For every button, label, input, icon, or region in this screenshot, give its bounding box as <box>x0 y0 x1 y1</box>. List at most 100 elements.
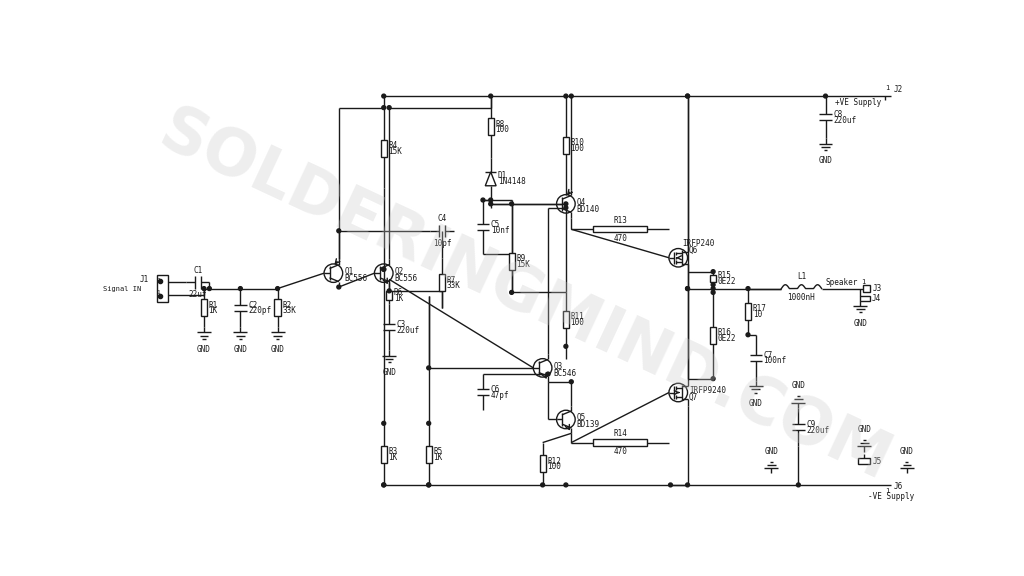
Text: R8: R8 <box>496 120 505 128</box>
Text: R10: R10 <box>570 138 585 147</box>
Circle shape <box>481 198 485 202</box>
Circle shape <box>208 287 211 290</box>
Text: 1: 1 <box>157 290 161 295</box>
Circle shape <box>427 483 431 487</box>
Text: J4: J4 <box>872 294 882 303</box>
Text: Signal IN: Signal IN <box>103 286 141 291</box>
Text: R12: R12 <box>547 457 561 465</box>
Circle shape <box>382 483 386 487</box>
Text: 1K: 1K <box>388 453 397 462</box>
Text: 47pf: 47pf <box>490 391 509 400</box>
Text: J3: J3 <box>872 284 882 293</box>
Bar <box>563 311 569 328</box>
Text: R7: R7 <box>446 275 456 285</box>
Bar <box>381 446 387 463</box>
Text: R5: R5 <box>433 447 442 456</box>
Circle shape <box>712 377 715 381</box>
Circle shape <box>427 422 431 425</box>
Circle shape <box>564 206 568 210</box>
Circle shape <box>202 287 206 290</box>
Circle shape <box>712 283 715 287</box>
Circle shape <box>387 289 391 293</box>
Text: 100: 100 <box>496 126 509 134</box>
Text: 10: 10 <box>753 310 762 319</box>
Circle shape <box>712 287 715 290</box>
Bar <box>274 300 281 316</box>
Text: 1K: 1K <box>394 294 403 303</box>
Circle shape <box>823 94 827 98</box>
Text: C4: C4 <box>437 214 446 223</box>
Text: SOLDERINGMIND.COM: SOLDERINGMIND.COM <box>150 99 900 493</box>
Text: 33K: 33K <box>283 306 296 316</box>
Text: 1K: 1K <box>209 306 218 316</box>
Text: 470: 470 <box>613 234 627 243</box>
Text: GND: GND <box>764 446 778 456</box>
Text: BC556: BC556 <box>344 274 368 283</box>
Bar <box>563 137 569 154</box>
Text: L1: L1 <box>797 272 806 281</box>
Text: 15K: 15K <box>388 147 402 156</box>
Text: Q5: Q5 <box>577 414 586 422</box>
Circle shape <box>337 285 341 289</box>
Circle shape <box>382 267 386 271</box>
Text: 100: 100 <box>570 144 585 153</box>
Circle shape <box>746 287 750 290</box>
Text: GND: GND <box>857 425 871 434</box>
Circle shape <box>427 366 431 370</box>
Bar <box>593 439 647 446</box>
Bar <box>710 327 716 344</box>
Text: 2: 2 <box>157 278 161 283</box>
Text: J6: J6 <box>894 482 903 491</box>
Text: 1K: 1K <box>433 453 442 462</box>
Text: R17: R17 <box>753 305 767 313</box>
Text: Q4: Q4 <box>577 198 586 207</box>
Text: J2: J2 <box>894 85 903 94</box>
Text: 15K: 15K <box>516 260 530 269</box>
Text: +VE Supply: +VE Supply <box>835 98 881 107</box>
Text: -VE Supply: -VE Supply <box>868 492 914 501</box>
Text: C8: C8 <box>834 110 843 119</box>
Text: GND: GND <box>233 345 248 354</box>
Bar <box>509 253 515 270</box>
Circle shape <box>569 94 573 98</box>
Text: R13: R13 <box>613 215 627 225</box>
Circle shape <box>275 287 280 290</box>
Circle shape <box>488 198 493 202</box>
Text: C9: C9 <box>806 420 815 429</box>
Text: BD140: BD140 <box>577 204 600 214</box>
Text: 100nf: 100nf <box>764 357 786 365</box>
Text: R11: R11 <box>570 312 585 321</box>
Text: R3: R3 <box>388 447 397 456</box>
Text: 220uf: 220uf <box>397 325 420 335</box>
Text: C7: C7 <box>764 351 773 359</box>
Text: GND: GND <box>900 446 913 456</box>
Text: R1: R1 <box>209 301 218 310</box>
Bar <box>426 446 432 463</box>
Circle shape <box>510 290 514 294</box>
Circle shape <box>564 202 568 206</box>
Circle shape <box>712 270 715 274</box>
Bar <box>438 274 445 291</box>
Text: 1: 1 <box>885 85 890 92</box>
Bar <box>858 458 870 464</box>
Text: 33K: 33K <box>446 281 461 290</box>
Text: 0E22: 0E22 <box>718 276 736 286</box>
Text: Q7: Q7 <box>689 393 698 403</box>
Text: 1: 1 <box>885 488 890 494</box>
Text: BD139: BD139 <box>577 420 600 429</box>
Circle shape <box>797 483 801 487</box>
Circle shape <box>686 94 689 98</box>
Text: Q6: Q6 <box>689 245 698 255</box>
Bar <box>386 291 392 300</box>
Bar <box>710 275 716 282</box>
Text: 1000nH: 1000nH <box>787 293 815 302</box>
Circle shape <box>686 94 689 98</box>
Text: Q3: Q3 <box>554 362 563 371</box>
Text: D1: D1 <box>498 171 507 180</box>
Text: IRFP9240: IRFP9240 <box>689 386 726 396</box>
Text: R4: R4 <box>388 141 397 150</box>
Circle shape <box>564 94 568 98</box>
Text: C2: C2 <box>248 301 257 310</box>
Circle shape <box>686 287 689 290</box>
Text: GND: GND <box>792 381 805 390</box>
